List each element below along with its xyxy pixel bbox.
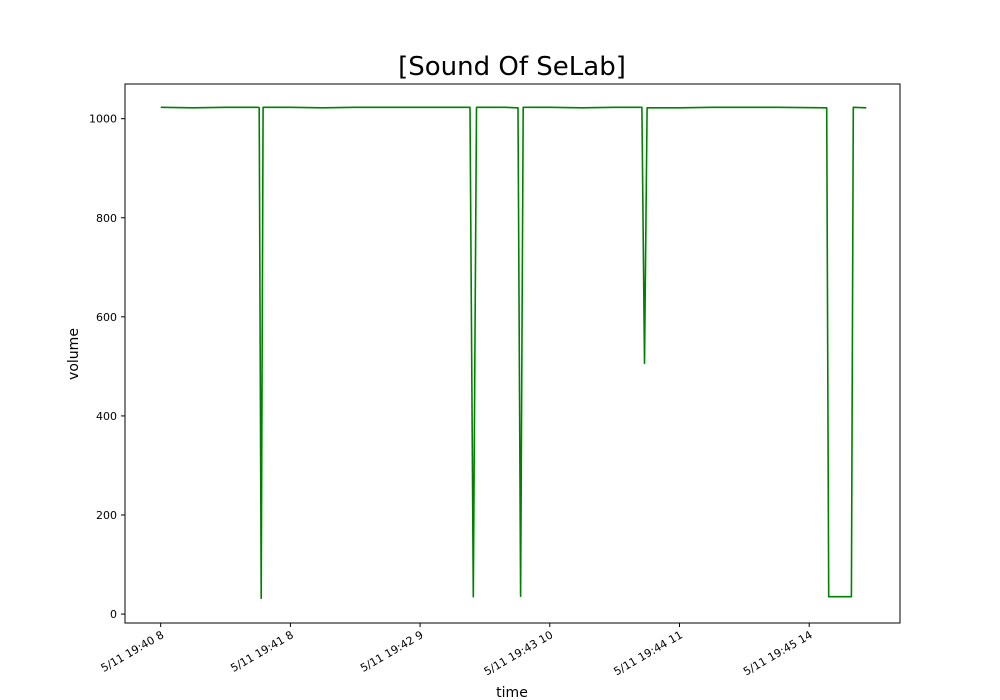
x-tick-label: 5/11 19:42 9	[358, 628, 425, 674]
y-tick-label: 800	[96, 212, 117, 225]
y-tick-label: 1000	[89, 113, 117, 126]
series-line	[160, 106, 867, 599]
x-tick-label: 5/11 19:43 10	[482, 628, 556, 678]
y-axis: 0 200 400 600 800 1000	[89, 113, 125, 621]
chart-title: [Sound Of SeLab]	[398, 52, 626, 82]
y-tick-label: 0	[110, 608, 117, 621]
series-layer	[160, 106, 867, 599]
x-tick-label: 5/11 19:40 8	[99, 628, 166, 674]
y-tick-label: 200	[96, 509, 117, 522]
y-tick-label: 600	[96, 311, 117, 324]
y-tick-label: 400	[96, 410, 117, 423]
x-tick-label: 5/11 19:45 14	[741, 628, 815, 678]
x-tick-label: 5/11 19:41 8	[228, 628, 295, 674]
x-axis-label: time	[496, 685, 528, 700]
x-axis: 5/11 19:40 8 5/11 19:41 8 5/11 19:42 9 5/11…	[99, 623, 815, 678]
x-tick-label: 5/11 19:44 11	[611, 628, 685, 678]
y-axis-label: volume	[66, 328, 82, 380]
plot-area	[124, 83, 901, 624]
